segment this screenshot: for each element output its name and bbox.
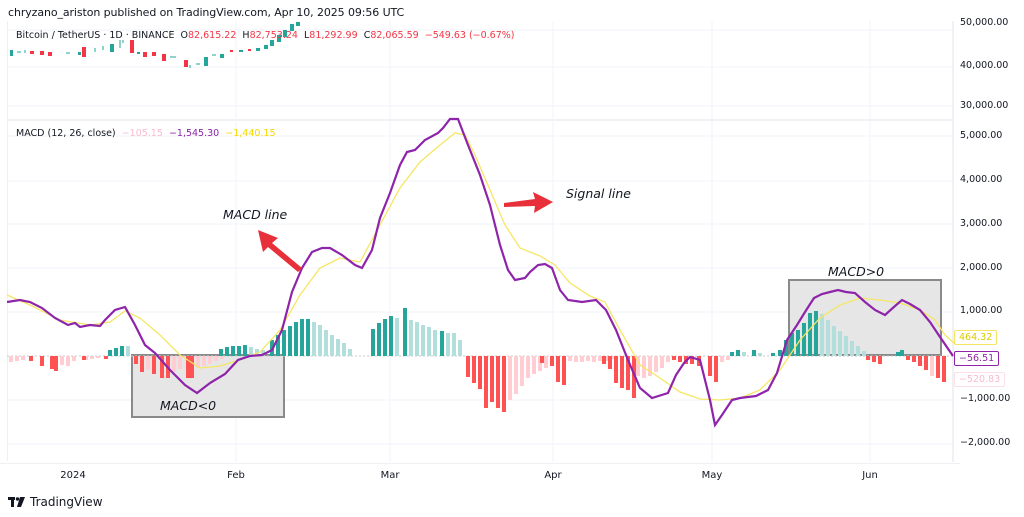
open-value: 82,615.22 — [188, 30, 237, 41]
change-value: −549.63 (−0.67%) — [424, 30, 515, 41]
brand-label: TradingView — [30, 495, 103, 509]
high-value: 82,753.24 — [249, 30, 298, 41]
macd-below-zero-box — [131, 354, 285, 418]
annotation-arrows — [258, 192, 553, 272]
macd-price-tag: −56.51 — [954, 351, 1000, 366]
macd-legend: MACD (12, 26, close) −105.15 −1,545.30 −… — [16, 128, 276, 139]
macd-below-zero-annotation: MACD<0 — [160, 398, 217, 413]
tradingview-logo[interactable]: TradingView — [8, 495, 103, 509]
histogram-value: −105.15 — [121, 128, 163, 139]
macd-line-annotation: MACD line — [223, 207, 288, 222]
indicator-name[interactable]: MACD (12, 26, close) — [16, 128, 116, 139]
signal-value: −1,440.15 — [225, 128, 276, 139]
signal-price-tag: 464.32 — [954, 330, 998, 345]
macd-value: −1,545.30 — [168, 128, 220, 139]
tradingview-logo-icon — [8, 496, 25, 507]
macd-axis[interactable]: 5,000.00 4,000.00 3,000.00 2,000.00 1,00… — [960, 130, 1011, 448]
price-legend: Bitcoin / TetherUS · 1D · BINANCE O82,61… — [16, 30, 515, 41]
published-by-text: chryzano_ariston published on TradingVie… — [8, 6, 405, 19]
macd-line — [6, 117, 954, 428]
price-axis[interactable]: 50,000.00 40,000.00 30,000.00 — [960, 17, 1009, 111]
macd-line-arrow — [258, 230, 302, 272]
low-value: 81,292.99 — [309, 30, 358, 41]
symbol-label[interactable]: Bitcoin / TetherUS · 1D · BINANCE — [16, 30, 175, 41]
time-axis[interactable]: 2024 Feb Mar Apr May Jun — [0, 463, 960, 482]
price-candles — [10, 22, 300, 68]
macd-above-zero-annotation: MACD>0 — [828, 264, 885, 279]
signal-line-arrow — [504, 192, 553, 213]
close-value: 82,065.59 — [370, 30, 419, 41]
chart-area[interactable] — [7, 21, 954, 461]
signal-line — [6, 132, 956, 401]
macd-histogram — [9, 308, 946, 412]
signal-line-annotation: Signal line — [566, 186, 631, 201]
histogram-price-tag: −520.83 — [954, 372, 1006, 387]
